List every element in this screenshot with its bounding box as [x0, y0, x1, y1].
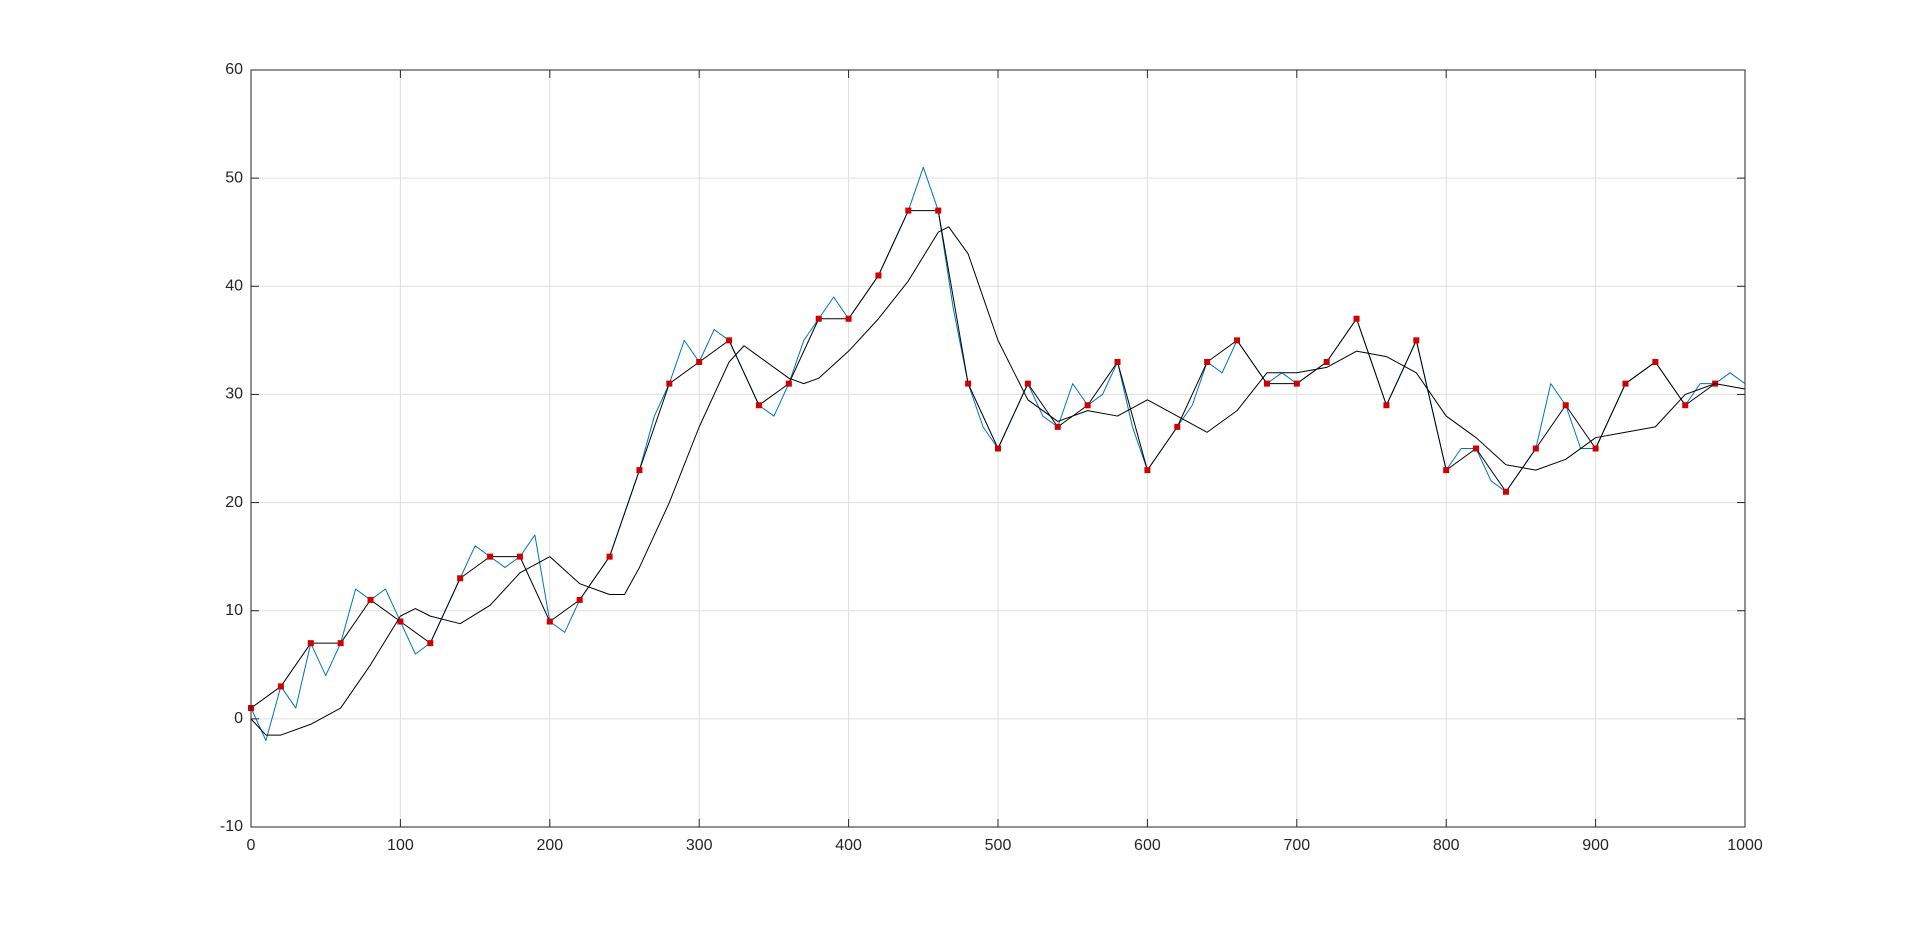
data-marker — [337, 640, 344, 647]
data-marker — [1024, 380, 1031, 387]
data-marker — [965, 380, 972, 387]
data-marker — [576, 596, 583, 603]
data-marker — [1413, 337, 1420, 344]
y-tick-label: 0 — [234, 710, 243, 727]
data-marker — [1383, 402, 1390, 409]
data-marker — [1204, 358, 1211, 365]
data-marker — [487, 553, 494, 560]
data-marker — [1562, 402, 1569, 409]
data-marker — [1114, 358, 1121, 365]
y-tick-label: -10 — [220, 818, 243, 835]
x-tick-label: 400 — [835, 837, 862, 854]
x-tick-label: 100 — [387, 837, 414, 854]
x-tick-label: 900 — [1582, 837, 1609, 854]
data-marker — [875, 272, 882, 279]
data-marker — [457, 575, 464, 582]
x-tick-label: 1000 — [1727, 837, 1763, 854]
data-marker — [606, 553, 613, 560]
x-tick-label: 500 — [985, 837, 1012, 854]
data-marker — [397, 618, 404, 625]
y-tick-label: 40 — [225, 278, 243, 295]
axes-box — [250, 69, 1746, 828]
x-tick-label: 200 — [536, 837, 563, 854]
data-marker — [1263, 380, 1270, 387]
data-marker — [1592, 445, 1599, 452]
data-marker — [546, 618, 553, 625]
data-marker — [1234, 337, 1241, 344]
data-marker — [995, 445, 1001, 452]
data-marker — [845, 315, 852, 322]
data-marker — [1622, 380, 1629, 387]
data-marker — [1293, 380, 1300, 387]
data-marker — [367, 596, 374, 603]
data-marker — [636, 467, 643, 474]
data-marker — [1502, 488, 1509, 495]
data-marker — [1174, 423, 1181, 430]
data-marker — [427, 640, 434, 647]
data-marker — [1353, 315, 1360, 322]
data-marker — [696, 358, 703, 365]
data-marker — [935, 207, 942, 214]
data-marker — [785, 380, 792, 387]
data-marker — [1652, 358, 1659, 365]
data-marker — [1323, 358, 1330, 365]
data-marker — [307, 640, 314, 647]
x-tick-label: 800 — [1433, 837, 1460, 854]
y-tick-label: 30 — [225, 386, 243, 403]
x-tick-label: 600 — [1134, 837, 1161, 854]
data-marker — [1532, 445, 1539, 452]
data-marker — [277, 683, 284, 690]
data-marker — [1144, 467, 1151, 474]
data-marker — [1084, 402, 1091, 409]
data-marker — [755, 402, 762, 409]
y-tick-label: 10 — [225, 602, 243, 619]
y-tick-label: 50 — [225, 169, 243, 186]
y-tick-label: 60 — [225, 61, 243, 78]
data-marker — [516, 553, 523, 560]
series-line — [250, 226, 1746, 736]
x-tick-label: 300 — [686, 837, 713, 854]
y-tick-label: 20 — [225, 494, 243, 511]
data-marker — [726, 337, 733, 344]
data-marker — [905, 207, 912, 214]
series-line — [250, 210, 1716, 709]
data-marker — [666, 380, 673, 387]
x-tick-label: 0 — [247, 837, 256, 854]
data-marker — [1054, 423, 1061, 430]
x-tick-label: 700 — [1283, 837, 1310, 854]
data-marker — [1473, 445, 1480, 452]
data-marker — [815, 315, 822, 322]
data-marker — [1682, 402, 1689, 409]
data-marker — [1443, 467, 1450, 474]
